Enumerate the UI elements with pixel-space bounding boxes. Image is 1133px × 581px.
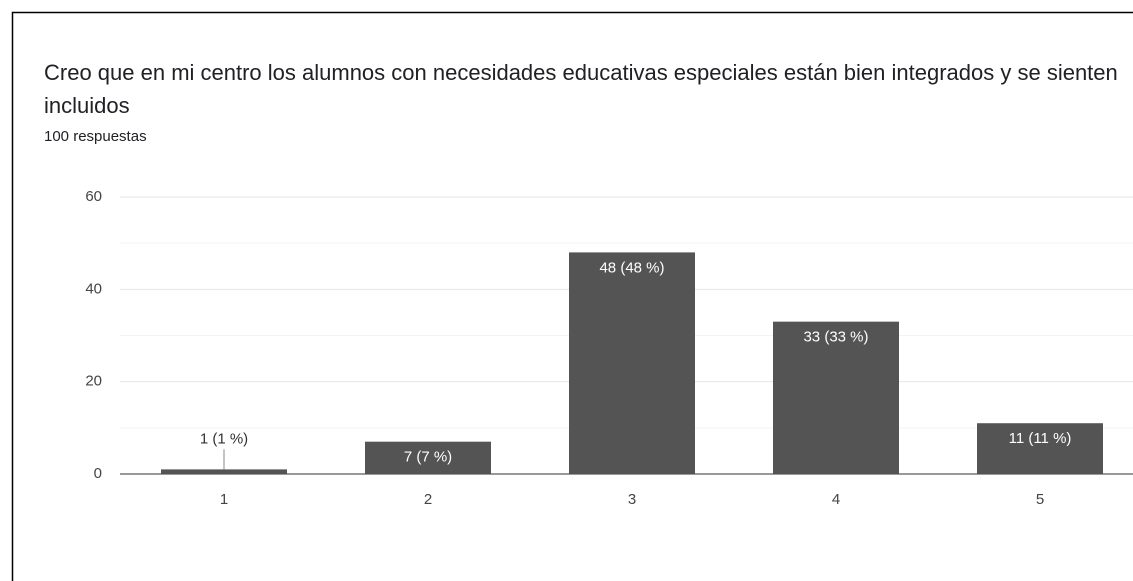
y-tick-label: 40 xyxy=(85,280,102,297)
bar xyxy=(365,441,491,474)
bar xyxy=(161,469,287,474)
frame xyxy=(11,11,1133,581)
bar xyxy=(773,321,899,474)
value-label: 1 (1 %) xyxy=(200,430,248,447)
value-label: 33 (33 %) xyxy=(803,329,868,346)
x-tick-label: 4 xyxy=(832,491,840,508)
value-label: 7 (7 %) xyxy=(404,449,452,466)
x-tick-label: 2 xyxy=(424,491,432,508)
chart-title: Creo que en mi centro los alumnos con ne… xyxy=(44,60,1118,118)
value-label: 48 (48 %) xyxy=(599,259,664,276)
x-tick-label: 3 xyxy=(628,491,636,508)
x-tick-label: 1 xyxy=(220,491,228,508)
bar xyxy=(977,423,1103,474)
chart-subtitle: 100 respuestas xyxy=(44,128,147,145)
value-label: 11 (11 %) xyxy=(1009,430,1072,447)
y-tick-label: 20 xyxy=(85,373,102,390)
y-tick-label: 60 xyxy=(85,188,102,205)
x-tick-label: 5 xyxy=(1036,491,1044,508)
bar xyxy=(569,252,695,474)
y-tick-label: 0 xyxy=(94,465,102,482)
